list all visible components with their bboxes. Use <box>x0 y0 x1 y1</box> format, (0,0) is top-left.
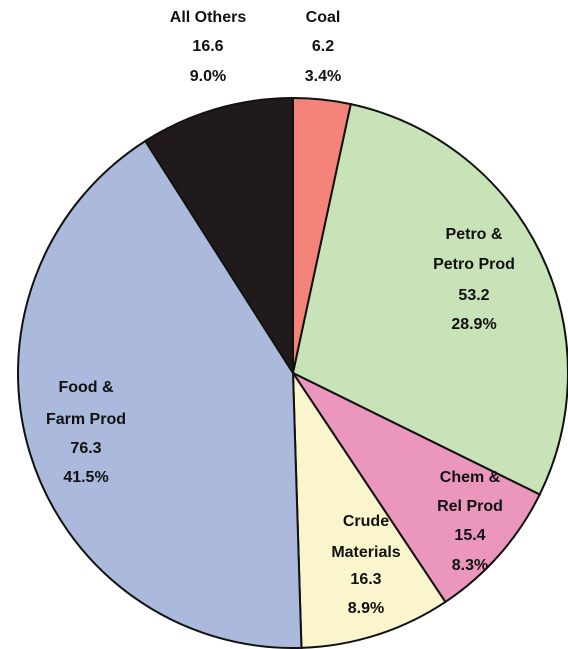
slice-label: Chem & <box>440 469 501 486</box>
percent-label: 8.3% <box>452 557 488 574</box>
slice-label: Crude <box>343 513 389 530</box>
percent-label: 8.9% <box>348 600 384 617</box>
pie-slice <box>291 369 447 649</box>
value-label: 16.6 <box>192 38 223 55</box>
pie-slice <box>290 370 542 604</box>
slice-label: Petro Prod <box>433 256 515 273</box>
pie-slice <box>143 96 294 377</box>
percent-label: 41.5% <box>63 469 108 486</box>
value-label: 76.3 <box>70 440 101 457</box>
value-label: 15.4 <box>454 527 485 544</box>
slice-label: Farm Prod <box>46 411 126 428</box>
value-label: 6.2 <box>312 38 334 55</box>
percent-label: 28.9% <box>451 316 496 333</box>
slice-label: Materials <box>331 544 400 561</box>
value-label: 53.2 <box>458 287 489 304</box>
percent-label: 9.0% <box>190 68 226 85</box>
pie-slice <box>291 102 568 496</box>
slice-label: Food & <box>58 379 114 396</box>
slice-label: Rel Prod <box>437 498 503 515</box>
slice-label: Coal <box>306 9 341 26</box>
pie-slice <box>17 139 303 649</box>
percent-label: 3.4% <box>305 68 341 85</box>
value-label: 16.3 <box>350 571 381 588</box>
slice-label: Petro & <box>446 226 503 243</box>
slice-label: All Others <box>170 9 247 26</box>
